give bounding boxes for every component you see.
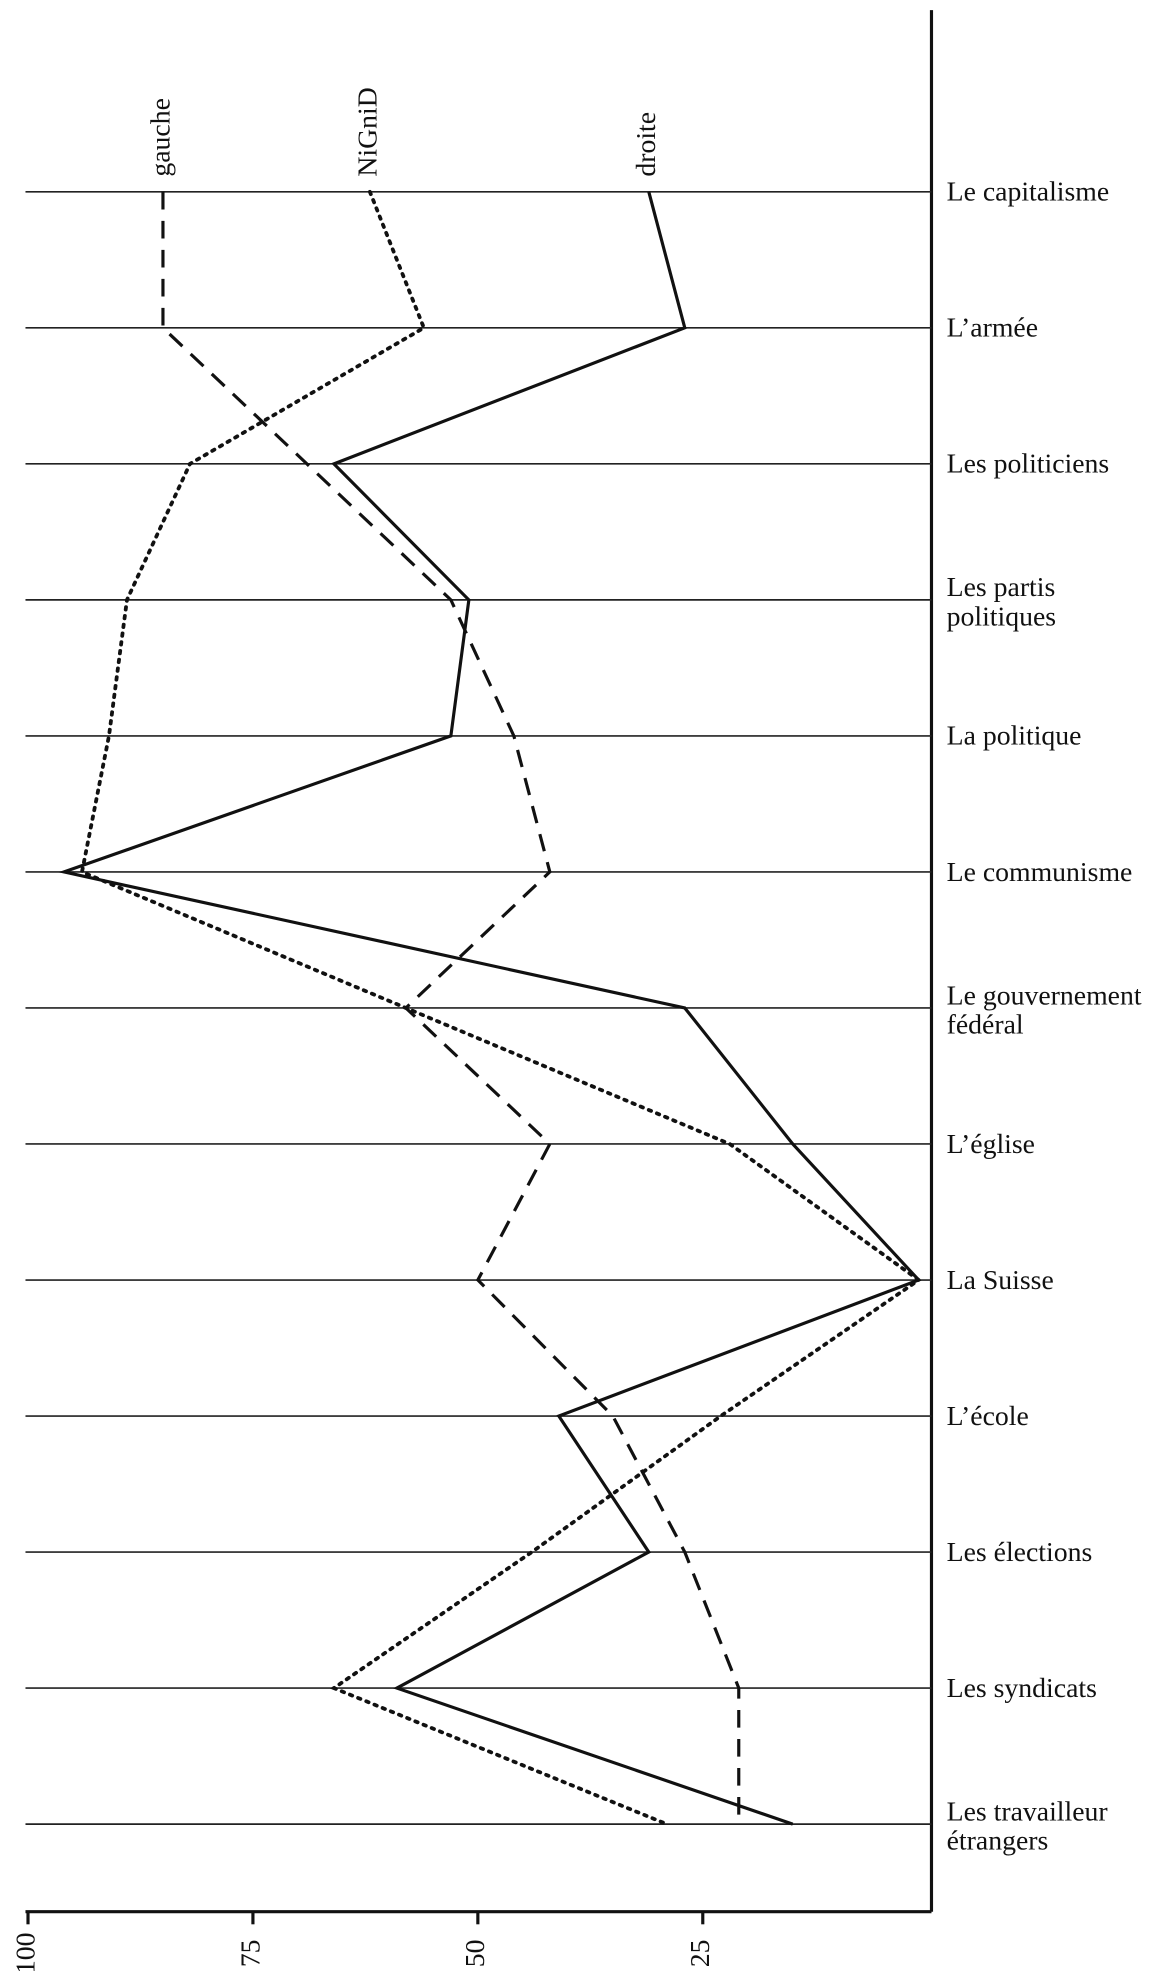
- category-label: Le gouvernement fédéral: [947, 980, 1142, 1040]
- category-label: Le capitalisme: [947, 177, 1110, 208]
- category-label: Les politiciens: [947, 449, 1110, 480]
- category-label: L’église: [947, 1129, 1035, 1160]
- category-label: La politique: [947, 721, 1082, 752]
- x-tick-label: 25: [685, 1939, 716, 1967]
- series-line: [58, 191, 922, 1826]
- category-label: Le communisme: [947, 857, 1133, 888]
- category-label: Les syndicats: [947, 1673, 1097, 1704]
- category-label: Les élections: [947, 1537, 1093, 1568]
- x-tick-label: 50: [460, 1939, 491, 1967]
- category-label: La Suisse: [947, 1265, 1054, 1296]
- category-label: L’école: [947, 1401, 1029, 1432]
- category-label: L’armée: [947, 313, 1038, 344]
- x-tick-label: 75: [235, 1939, 266, 1967]
- series-label: NiGniD: [352, 87, 383, 176]
- series-label: gauche: [145, 98, 176, 177]
- x-tick-label: 100: [10, 1933, 41, 1971]
- series-label: droite: [631, 112, 662, 177]
- series-line: [79, 189, 922, 1827]
- category-label: Les travailleur étrangers: [947, 1796, 1108, 1856]
- category-label: Les partis politiques: [947, 572, 1056, 632]
